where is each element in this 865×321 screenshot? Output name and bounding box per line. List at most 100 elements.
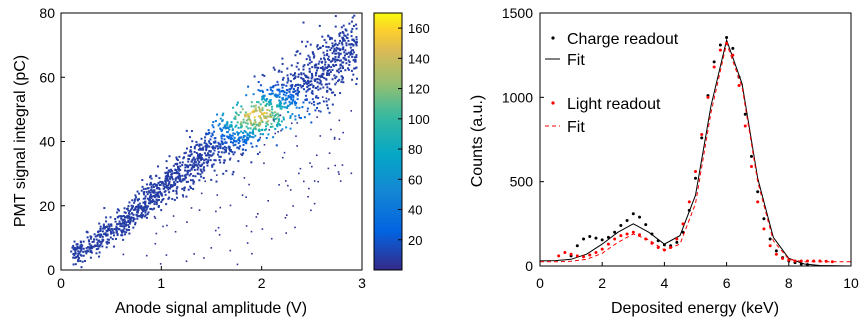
- density-point: [197, 172, 200, 175]
- density-point: [227, 126, 230, 129]
- density-point: [194, 163, 197, 166]
- density-point: [225, 126, 228, 129]
- density-point: [232, 170, 235, 173]
- density-point: [228, 133, 231, 136]
- density-point: [188, 174, 191, 177]
- density-point: [122, 218, 125, 221]
- density-point: [332, 57, 335, 60]
- density-point: [132, 220, 135, 223]
- density-point: [169, 184, 172, 187]
- density-point: [89, 256, 92, 259]
- density-point: [190, 153, 193, 156]
- right-x-tick-label: 2: [598, 275, 606, 291]
- density-point: [152, 186, 155, 189]
- density-point: [142, 188, 145, 191]
- density-outlier-point: [319, 135, 322, 137]
- density-point: [98, 255, 101, 258]
- density-outlier-point: [292, 205, 294, 207]
- density-point: [128, 232, 131, 235]
- density-point: [241, 125, 244, 128]
- density-point: [268, 102, 271, 105]
- density-point: [229, 138, 232, 141]
- density-point: [144, 202, 147, 205]
- density-point: [263, 116, 266, 119]
- density-point: [321, 76, 324, 79]
- density-point: [176, 175, 179, 178]
- density-point: [338, 53, 341, 56]
- density-point: [253, 75, 256, 78]
- density-outlier-point: [263, 143, 266, 146]
- density-point: [128, 217, 131, 220]
- density-point: [345, 44, 348, 47]
- legend-entry-charge-readout: Charge readout: [551, 31, 679, 48]
- density-point: [302, 101, 305, 104]
- density-point: [219, 127, 222, 130]
- density-point: [319, 46, 322, 49]
- density-point: [324, 83, 327, 86]
- density-point: [82, 247, 85, 250]
- density-point: [174, 179, 177, 182]
- density-point: [104, 234, 107, 237]
- density-point: [279, 105, 282, 108]
- density-point: [199, 173, 202, 176]
- density-point: [196, 168, 199, 171]
- density-point: [192, 182, 195, 185]
- density-point: [115, 231, 118, 234]
- density-point: [345, 62, 348, 65]
- density-point: [341, 31, 344, 34]
- density-point: [228, 149, 231, 152]
- density-point: [107, 238, 110, 241]
- density-point: [310, 121, 313, 124]
- density-point: [242, 118, 245, 121]
- density-point: [234, 115, 237, 118]
- density-point: [123, 227, 126, 230]
- density-point: [294, 54, 297, 57]
- density-point: [116, 223, 119, 226]
- density-outlier-point: [290, 122, 293, 125]
- density-point: [228, 152, 231, 155]
- density-point: [327, 55, 330, 58]
- density-point: [164, 177, 167, 180]
- density-point: [253, 119, 256, 122]
- density-point: [120, 229, 123, 232]
- density-point: [104, 225, 107, 228]
- density-point: [146, 193, 149, 196]
- density-point: [116, 227, 119, 230]
- density-point: [234, 143, 237, 146]
- density-point: [189, 172, 192, 175]
- density-point: [90, 251, 93, 254]
- density-point: [117, 222, 120, 225]
- density-point: [224, 127, 227, 130]
- density-point: [350, 35, 353, 38]
- density-point: [82, 254, 85, 257]
- density-point: [316, 78, 319, 81]
- density-point: [306, 79, 309, 82]
- density-point: [333, 65, 336, 68]
- density-point: [286, 67, 289, 70]
- density-point: [308, 80, 311, 83]
- density-point: [99, 229, 102, 232]
- density-point: [231, 150, 234, 153]
- density-point: [334, 39, 337, 42]
- density-point: [140, 189, 143, 192]
- density-outlier-point: [334, 164, 337, 167]
- density-point: [326, 107, 329, 110]
- density-point: [208, 156, 211, 159]
- density-point: [96, 234, 99, 237]
- charge-readout-point: [619, 224, 623, 228]
- density-point: [192, 162, 195, 165]
- density-point: [176, 181, 179, 184]
- density-point: [338, 42, 341, 45]
- density-point: [207, 153, 210, 156]
- legend-marker-light-readout: [551, 101, 555, 105]
- density-point: [349, 53, 352, 56]
- density-point: [121, 229, 124, 232]
- density-point: [110, 232, 113, 235]
- density-point: [242, 131, 245, 134]
- density-point: [267, 120, 270, 123]
- density-point: [128, 201, 131, 204]
- density-point: [243, 140, 246, 143]
- left-y-tick-label: 40: [39, 134, 55, 150]
- density-point: [256, 101, 259, 104]
- density-point: [221, 140, 224, 143]
